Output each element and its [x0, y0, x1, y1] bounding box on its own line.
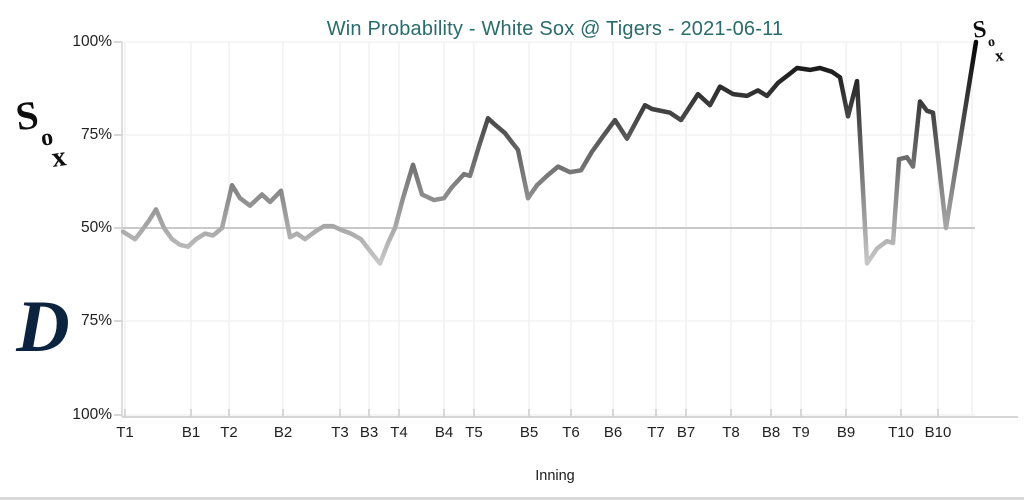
x-axis-label: B3 [359, 424, 379, 441]
whitesox-endpoint-logo: S o x [971, 16, 1014, 72]
y-axis-label: 75% [80, 312, 112, 329]
y-axis-label: 100% [72, 406, 112, 423]
win-probability-line [120, 39, 979, 266]
x-axis-label: T6 [562, 424, 580, 441]
x-axis-label: B2 [273, 424, 293, 441]
x-axis-label: B10 [924, 424, 952, 441]
x-axis-label: B7 [676, 424, 696, 441]
x-axis-label: T7 [647, 424, 665, 441]
chart-title: Win Probability - White Sox @ Tigers - 2… [326, 18, 784, 40]
bottom-edge-divider [0, 497, 1024, 500]
whitesox-logo-letter: x [49, 141, 69, 174]
x-axis-label: B5 [519, 424, 539, 441]
x-axis-label: T3 [331, 424, 349, 441]
x-axis-title: Inning [535, 468, 575, 484]
x-axis-label: T5 [465, 424, 483, 441]
x-axis-label: T9 [792, 424, 810, 441]
x-axis-label: B8 [761, 424, 781, 441]
tigers-logo: D [16, 286, 70, 368]
x-axis-label: T2 [220, 424, 238, 441]
y-axis-label: 50% [80, 219, 112, 236]
x-axis-label: T10 [888, 424, 914, 441]
x-axis-label: B6 [603, 424, 623, 441]
y-axis-label: 100% [72, 33, 112, 50]
x-axis-label: B9 [836, 424, 856, 441]
whitesox-logo-letter: x [993, 45, 1005, 66]
x-axis-label: T4 [390, 424, 408, 441]
x-axis-label: B1 [181, 424, 201, 441]
y-axis-label: 75% [80, 126, 112, 143]
x-axis-label: T1 [116, 424, 134, 441]
x-axis-label: T8 [722, 424, 740, 441]
whitesox-logo-letter: S [971, 16, 989, 44]
whitesox-logo-letter: S [12, 91, 42, 140]
x-axis-label: B4 [434, 424, 454, 441]
